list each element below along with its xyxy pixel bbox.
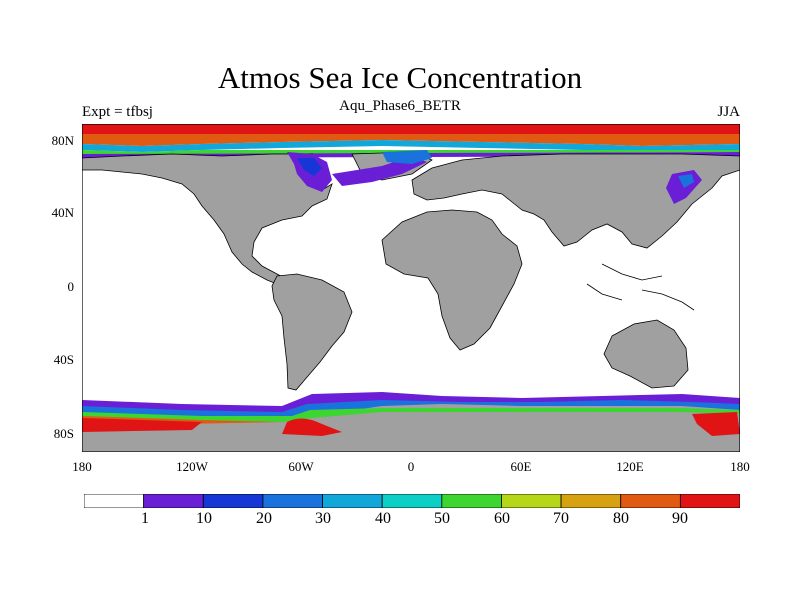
- colorbar-box: [560, 494, 622, 508]
- colorbar-label-30: 30: [315, 510, 331, 527]
- xtick-180e: 180: [730, 459, 750, 474]
- colorbar-label-20: 20: [256, 510, 272, 527]
- colorbar-box: [441, 494, 502, 508]
- colorbar-label-40: 40: [375, 510, 391, 527]
- southeast-asia-islands: [586, 263, 695, 311]
- colorbar-box: [381, 494, 443, 508]
- ytick-40s: 40S: [53, 352, 74, 367]
- africa: [381, 209, 523, 351]
- arctic-ice-red: [82, 124, 740, 134]
- ytick-80s: 80S: [53, 426, 74, 441]
- antarctic-ice-red-west: [82, 418, 202, 432]
- arctic-ice-orange: [82, 134, 740, 146]
- colorbar-label-70: 70: [553, 510, 569, 527]
- colorbar-label-90: 90: [672, 510, 688, 527]
- colorbar: [84, 494, 740, 508]
- ytick-0: 0: [67, 279, 75, 294]
- colorbar-box: [262, 494, 323, 508]
- colorbar-label-80: 80: [613, 510, 629, 527]
- ross-ice: [692, 412, 740, 436]
- hudson-ice-blue: [297, 158, 322, 176]
- weddell-ice: [282, 418, 342, 436]
- baffin-ice: [332, 156, 427, 186]
- colorbar-box: [679, 494, 740, 508]
- ytick-40n: 40N: [51, 205, 74, 220]
- xtick-0: 0: [407, 459, 415, 474]
- xtick-60w: 60W: [288, 459, 314, 474]
- antarctic-ice-green: [82, 408, 740, 424]
- xtick-120e: 120E: [616, 459, 644, 474]
- colorbar-label-1: 1: [141, 510, 149, 527]
- colorbar-label-10: 10: [196, 510, 212, 527]
- colorbar-label-60: 60: [494, 510, 510, 527]
- okhotsk-ice-blue: [678, 174, 694, 188]
- xtick-60e: 60E: [510, 459, 532, 474]
- colorbar-box: [620, 494, 681, 508]
- colorbar-box: [84, 494, 145, 508]
- colorbar-box: [202, 494, 264, 508]
- baffin-ice-blue: [382, 150, 432, 164]
- eurasia: [411, 153, 740, 249]
- ytick-80n: 80N: [51, 133, 74, 148]
- plot-title: Atmos Sea Ice Concentration: [217, 60, 583, 95]
- experiment-label: Expt = tfbsj: [82, 104, 153, 120]
- colorbar-label-50: 50: [434, 510, 450, 527]
- plot-subtitle: Aqu_Phase6_BETR: [339, 98, 461, 114]
- xtick-120w: 120W: [176, 459, 208, 474]
- arctic-ice-teal: [82, 140, 740, 152]
- xtick-180w: 180: [72, 459, 92, 474]
- sea-ice-map: [82, 124, 740, 452]
- colorbar-box: [143, 494, 204, 508]
- colorbar-box: [501, 494, 562, 508]
- season-label: JJA: [717, 104, 740, 120]
- australia: [603, 319, 689, 389]
- colorbar-box: [322, 494, 383, 508]
- south-america: [271, 273, 353, 391]
